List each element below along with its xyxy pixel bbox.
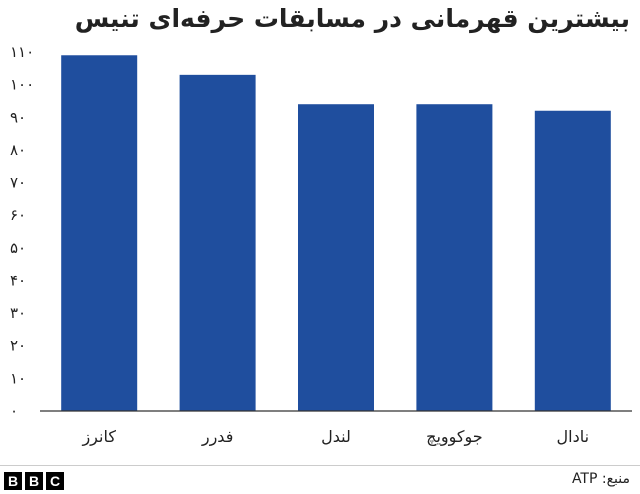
y-tick-label: ۳۰: [10, 304, 26, 322]
bar-chart: ۰ ۱۰ ۲۰ ۳۰ ۴۰ ۵۰ ۶۰ ۷۰ ۸۰ ۹۰ ۱۰۰ ۱۱۰ کانرز فدرر لندل جو…: [10, 43, 632, 447]
bar: [179, 74, 256, 411]
bbc-logo-letter: B: [25, 472, 43, 490]
y-tick-label: ۱۰۰: [10, 76, 34, 94]
y-tick-label: ۴۰: [10, 271, 26, 289]
chart-title: بیشترین قهرمانی در مسابقات حرفه‌ای تنیس: [74, 4, 630, 33]
bar: [61, 55, 138, 411]
x-tick-label: لندل: [321, 427, 351, 446]
source-note: منبع: ATP: [571, 471, 630, 487]
y-tick-label: ۷۰: [10, 174, 26, 192]
y-tick-label: ۹۰: [10, 108, 26, 126]
x-tick-label: فدرر: [201, 427, 234, 447]
y-tick-label: ۶۰: [10, 206, 26, 224]
y-tick-label: ۱۱۰: [10, 43, 34, 61]
y-tick-label: ۲۰: [10, 337, 26, 355]
x-tick-label: کانرز: [81, 427, 116, 447]
bbc-logo-letter: B: [4, 472, 22, 490]
bbc-logo: B B C: [4, 472, 64, 490]
x-tick-label: جوکوویچ: [426, 427, 483, 447]
bar: [298, 104, 374, 411]
bar: [416, 104, 493, 411]
y-tick-label: ۰: [10, 402, 18, 420]
y-tick-label: ۱۰: [10, 369, 26, 387]
bar: [534, 110, 611, 411]
footer-divider: [0, 465, 640, 466]
y-tick-label: ۵۰: [10, 239, 26, 257]
x-tick-label: نادال: [557, 427, 590, 446]
y-tick-label: ۸۰: [10, 141, 26, 159]
bbc-logo-letter: C: [46, 472, 64, 490]
